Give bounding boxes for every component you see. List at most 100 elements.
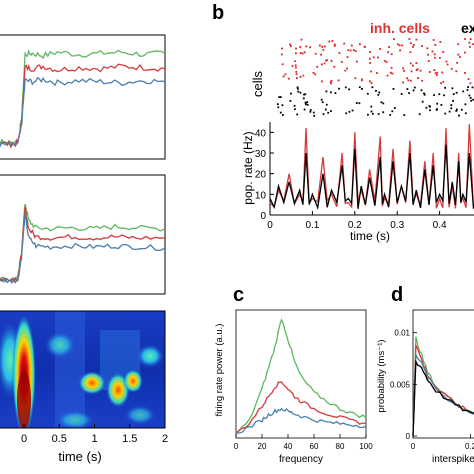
d-ticks: 0 0.005 0.01 0 0.2 (390, 329, 474, 451)
inh-spike (302, 74, 305, 77)
ex-spike (412, 89, 415, 92)
series-line-red (0, 206, 166, 283)
ex-spike (302, 97, 305, 100)
panel-letter-b: b (212, 2, 224, 24)
inh-spike (441, 71, 444, 74)
ex-spike (377, 113, 380, 115)
ex-spike (330, 91, 332, 94)
ex-spike (372, 112, 374, 115)
inh-spike (468, 41, 471, 44)
inh-spike (469, 82, 472, 85)
inh-spike (316, 65, 319, 68)
ex-spike (429, 105, 431, 108)
ex-spike (278, 96, 281, 98)
x-tick-label: 1 (91, 433, 97, 445)
inh-spike (464, 72, 466, 74)
inh-spike (331, 40, 334, 42)
ex-spike (470, 99, 473, 102)
inh-spike (299, 52, 302, 54)
inh-spike (439, 57, 441, 59)
x-tick-label: 0 (234, 442, 239, 451)
d-y-label: probability (ms⁻¹) (376, 339, 387, 412)
inh-spike (402, 81, 404, 84)
inh-spike (320, 63, 323, 66)
x-tick-label: 0.1 (305, 220, 319, 231)
inh-spike (347, 49, 350, 52)
panel-letter-c: c (233, 284, 244, 306)
ex-spike (312, 111, 315, 114)
ex-spike (279, 96, 282, 98)
inh-spike (421, 45, 423, 47)
ex-spike (413, 86, 416, 89)
inh-spike (295, 70, 298, 73)
inh-spike (456, 61, 458, 64)
ex-spike (290, 92, 292, 95)
ex-spike (304, 93, 307, 96)
c-y-label: firing rate power (a.u.) (214, 324, 225, 417)
inh-spike (469, 46, 471, 48)
inh-spike (361, 79, 363, 82)
inh-spike (295, 47, 297, 50)
y-tick-label: 20 (255, 170, 267, 181)
inh-spike (350, 44, 353, 47)
inh-spike (346, 67, 348, 70)
inh-spike (393, 38, 395, 40)
inh-spike (457, 53, 460, 56)
inh-spike (389, 71, 392, 74)
y-tick-label: 40 (255, 128, 267, 139)
x-tick-label: 1.5 (122, 433, 137, 445)
ex-spike (408, 92, 410, 94)
inh-spike (416, 68, 419, 71)
panel-letter-d: d (391, 284, 403, 306)
inh-cells-label: inh. cells (370, 20, 430, 36)
x-tick-label: 0 (21, 433, 27, 445)
ex-spike (436, 108, 438, 110)
inh-spike (340, 61, 343, 63)
inh-spike (281, 47, 283, 50)
x-tick-label: 0 (267, 220, 273, 231)
inh-spike (419, 69, 422, 72)
inh-spike (296, 77, 298, 80)
inh-spike (303, 51, 306, 54)
inh-spike (436, 74, 438, 76)
inh-spike (455, 70, 458, 73)
ex-spike (367, 113, 369, 116)
inh-spike (295, 52, 297, 55)
x-tick-label: 0.2 (465, 442, 474, 451)
inh-spike (445, 60, 448, 63)
inh-spike (442, 51, 445, 53)
left-top-frame (0, 34, 166, 160)
ex-spike (296, 113, 299, 116)
ex-spike (382, 102, 385, 105)
inh-spike (399, 49, 401, 52)
inh-spike (314, 73, 317, 76)
inh-spike (323, 62, 326, 65)
ex-spike (382, 111, 385, 114)
inh-spike (415, 62, 418, 64)
inh-spike (464, 38, 466, 40)
inh-spike (320, 53, 322, 56)
inh-spike (363, 46, 366, 48)
inh-spike (410, 79, 412, 82)
ex-spike (425, 106, 428, 109)
b-rate-y-label: pop. rate (Hz) (241, 131, 255, 204)
inh-spike (408, 38, 411, 40)
x-tick-label: 20 (258, 442, 267, 451)
inh-spike (368, 57, 371, 60)
inh-spike (321, 45, 324, 48)
ex-spike (296, 86, 299, 89)
ex-spike (370, 105, 373, 108)
left-top-plot (0, 48, 166, 149)
ex-spike (338, 87, 340, 90)
inh-spike (321, 80, 323, 83)
y-tick-label: 0.01 (394, 329, 410, 338)
left-middle-plot (0, 203, 166, 285)
ex-spike (351, 109, 354, 112)
c-x-label: frequency (279, 454, 323, 465)
ex-spike (305, 103, 307, 106)
y-tick-label: 10 (255, 190, 267, 201)
inh-spike (330, 79, 333, 82)
inh-spike (388, 46, 390, 48)
series-line-green (412, 336, 474, 437)
